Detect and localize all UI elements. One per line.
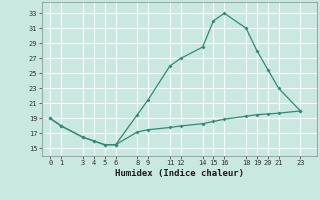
X-axis label: Humidex (Indice chaleur): Humidex (Indice chaleur) <box>115 169 244 178</box>
